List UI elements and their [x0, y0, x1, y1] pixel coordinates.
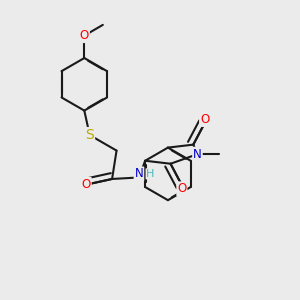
Text: H: H	[146, 169, 154, 179]
Text: N: N	[193, 148, 202, 161]
Text: O: O	[80, 29, 89, 42]
Text: O: O	[82, 178, 91, 191]
Text: O: O	[177, 182, 187, 195]
Text: N: N	[135, 167, 143, 180]
Text: O: O	[200, 113, 209, 126]
Text: S: S	[85, 128, 94, 142]
